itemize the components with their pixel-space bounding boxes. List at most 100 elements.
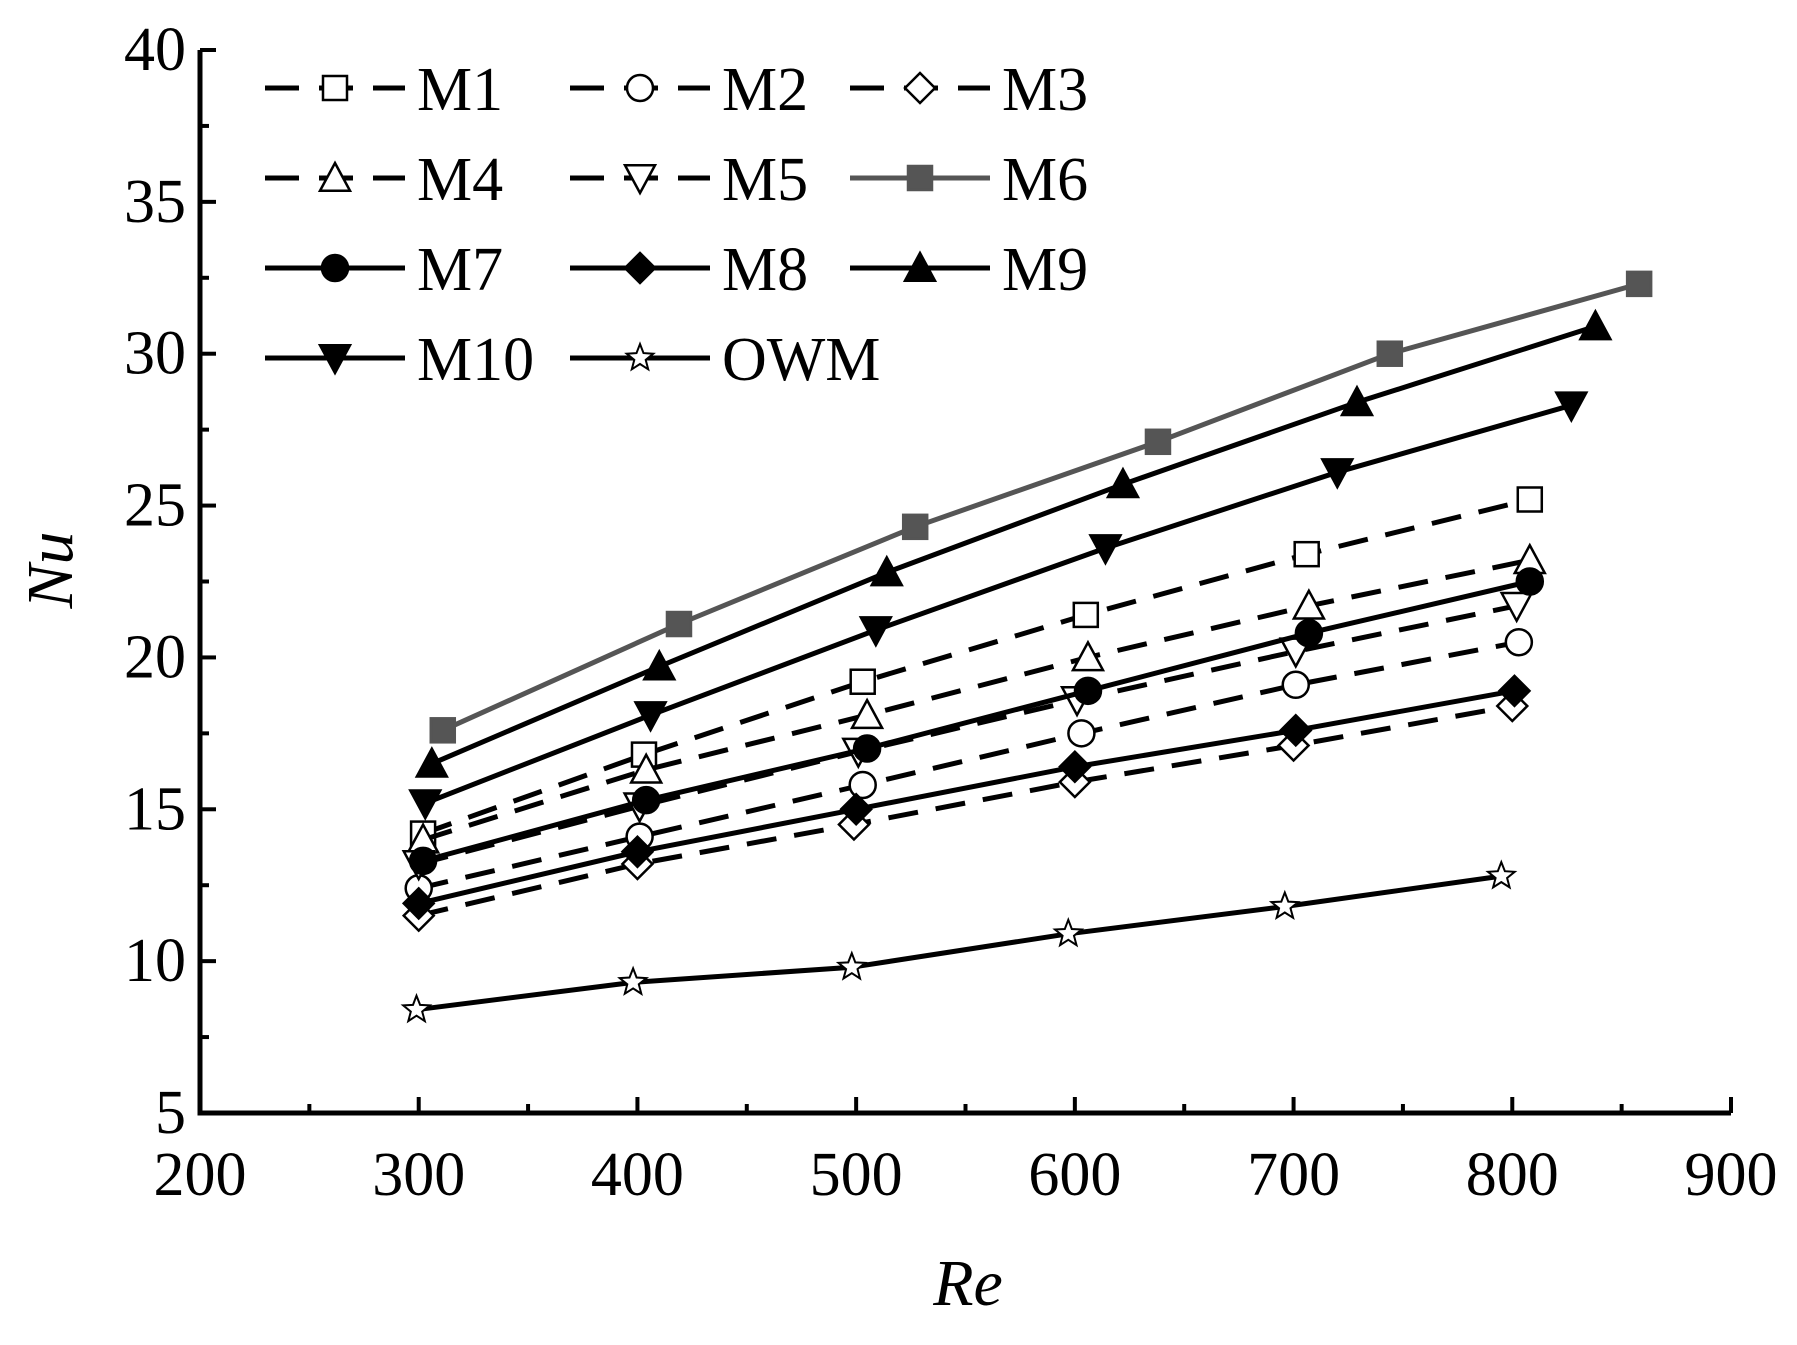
legend-item-m2: M2 — [570, 56, 808, 124]
legend-marker-m10 — [317, 344, 353, 376]
data-point-m1 — [1072, 601, 1100, 629]
data-point-m6 — [429, 717, 457, 744]
series-line-m10 — [424, 402, 1572, 806]
data-point-m4 — [629, 752, 664, 784]
data-point-m6 — [1144, 428, 1172, 456]
data-point-m7 — [631, 785, 661, 815]
legend-marker-m8 — [623, 251, 657, 285]
data-point-owm — [1485, 859, 1518, 890]
data-point-m2 — [1504, 627, 1534, 657]
legend-marker-m9 — [902, 250, 938, 282]
legend-label-m5: M5 — [722, 146, 808, 214]
data-point-owm — [1268, 889, 1301, 921]
legend-marker-m6 — [906, 164, 934, 192]
data-point-m1 — [849, 668, 876, 695]
data-point-m6 — [1625, 270, 1653, 298]
legend-item-m3: M3 — [850, 56, 1088, 124]
axes: 200 300 400 500 600 700 800 900 5 10 15 20 25 30 35 40 — [124, 16, 1778, 1209]
series-m7 — [408, 567, 1545, 876]
x-tick-label: 300 — [372, 1141, 465, 1209]
data-point-m6 — [901, 513, 929, 541]
legend-item-m4: M4 — [265, 146, 503, 214]
series-m1 — [409, 486, 1544, 847]
legend-item-m5: M5 — [570, 146, 808, 214]
y-tick-label: 30 — [124, 320, 186, 388]
data-point-m4 — [1291, 588, 1326, 620]
x-axis-title: Re — [932, 1247, 1003, 1320]
legend-label-m10: M10 — [417, 326, 534, 394]
series-m5 — [401, 591, 1534, 882]
y-tick-label: 5 — [155, 1079, 186, 1147]
y-tick-label: 15 — [124, 775, 186, 843]
legend-label-m7: M7 — [417, 236, 503, 304]
data-point-m10 — [858, 616, 893, 648]
data-point-m8 — [620, 835, 655, 869]
data-point-m7 — [408, 846, 438, 876]
data-point-m9 — [1339, 384, 1375, 417]
data-point-m10 — [408, 789, 443, 821]
data-point-m8 — [839, 792, 873, 827]
data-point-m4 — [1070, 639, 1106, 672]
series-line-owm — [416, 873, 1502, 1013]
data-point-m9 — [1578, 308, 1613, 341]
legend-item-owm: OWM — [570, 326, 880, 394]
data-point-m4 — [849, 697, 885, 730]
series-m9 — [414, 308, 1613, 778]
series-line-m2 — [418, 639, 1520, 891]
data-point-m9 — [869, 554, 904, 587]
legend-label-m6: M6 — [1002, 146, 1088, 214]
x-tick-label: 400 — [591, 1141, 684, 1209]
y-tick-label: 20 — [124, 623, 186, 691]
data-point-m9 — [1105, 466, 1141, 499]
data-point-m1 — [1516, 486, 1544, 513]
legend-marker-m5 — [622, 164, 658, 196]
series-m4 — [405, 542, 1547, 854]
x-tick-label: 700 — [1247, 1141, 1340, 1209]
series-line-m8 — [418, 688, 1515, 906]
legend-marker-m1 — [321, 74, 349, 102]
data-point-m10 — [1554, 391, 1589, 423]
legend: M1 M2 M3 M4 M5 M6 M7 M8 M9 M10 OWM — [265, 56, 1088, 394]
series-layer — [400, 270, 1653, 1024]
series-line-m4 — [422, 557, 1531, 843]
data-point-m9 — [414, 746, 449, 778]
legend-item-m6: M6 — [850, 146, 1088, 214]
data-point-m5 — [1499, 591, 1534, 624]
data-point-m10 — [1320, 458, 1355, 490]
data-point-m6 — [1376, 340, 1404, 367]
y-tick-label: 10 — [124, 927, 186, 995]
data-point-m7 — [1073, 676, 1103, 706]
legend-marker-m4 — [317, 160, 353, 192]
legend-marker-m2 — [625, 73, 655, 103]
y-axis-title: Nu — [14, 531, 87, 609]
legend-label-m3: M3 — [1002, 56, 1088, 124]
series-owm — [400, 859, 1518, 1024]
data-point-m10 — [633, 701, 668, 733]
x-tick-label: 800 — [1466, 1141, 1559, 1209]
legend-marker-m7 — [320, 253, 350, 283]
data-point-m10 — [1088, 534, 1123, 566]
data-point-m8 — [401, 886, 436, 921]
series-m6 — [429, 270, 1653, 744]
y-tick-label: 35 — [124, 168, 186, 236]
data-point-m7 — [852, 734, 882, 763]
data-point-owm — [617, 965, 650, 996]
data-point-owm — [835, 950, 868, 981]
data-point-m9 — [642, 648, 677, 681]
legend-marker-owm — [624, 341, 656, 372]
series-line-m1 — [422, 497, 1531, 836]
data-point-m6 — [665, 610, 693, 638]
y-tick-label: 40 — [124, 16, 186, 84]
data-point-m2 — [1067, 719, 1096, 748]
series-m10 — [408, 391, 1589, 821]
legend-item-m1: M1 — [265, 56, 503, 124]
legend-label-m8: M8 — [722, 236, 808, 304]
data-point-m1 — [1293, 540, 1320, 568]
series-line-m6 — [441, 281, 1640, 733]
x-tick-label: 900 — [1685, 1141, 1778, 1209]
data-point-m7 — [1294, 618, 1324, 648]
series-line-m5 — [418, 603, 1518, 867]
x-tick-label: 500 — [810, 1141, 903, 1209]
series-line-m9 — [430, 324, 1597, 766]
x-tick-label: 200 — [154, 1141, 247, 1209]
